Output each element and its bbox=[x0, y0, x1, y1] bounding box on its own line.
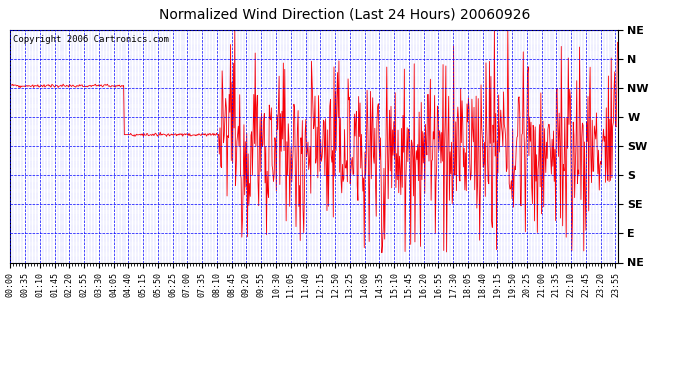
Text: Copyright 2006 Cartronics.com: Copyright 2006 Cartronics.com bbox=[13, 34, 169, 44]
Text: Normalized Wind Direction (Last 24 Hours) 20060926: Normalized Wind Direction (Last 24 Hours… bbox=[159, 8, 531, 21]
